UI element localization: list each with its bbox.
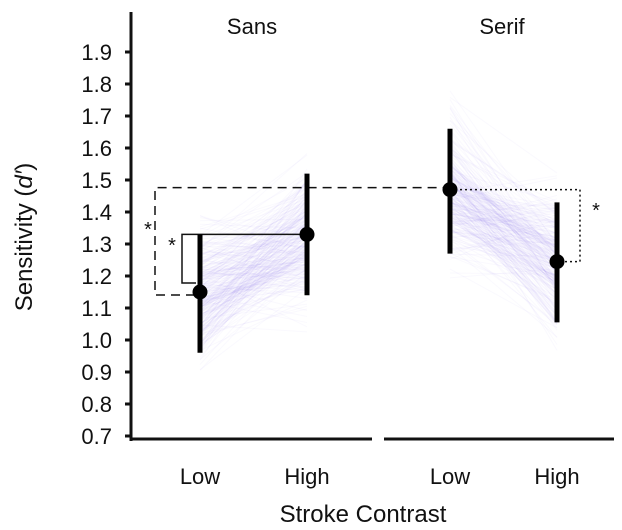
x-tick-label: High — [284, 464, 329, 489]
y-tick-label: 1.7 — [81, 104, 112, 129]
bracket-sans-low-vs-serif-low — [154, 186, 450, 296]
mean-point-serif-high — [549, 254, 565, 270]
mean-point-serif-low — [442, 182, 458, 198]
x-tick-label: High — [534, 464, 579, 489]
y-tick-label: 1.3 — [81, 232, 112, 257]
x-tick-label: Low — [430, 464, 470, 489]
posterior-band-serif — [450, 91, 557, 350]
y-axis-label-prefix: Sensitivity ( — [11, 189, 38, 312]
significance-star: * — [592, 200, 600, 222]
y-axis-label: Sensitivity (d′) — [11, 163, 38, 312]
chart-labels: Stroke Contrast Sensitivity (d′) Sans Low… — [11, 14, 580, 528]
panel-title-sans: Sans — [227, 14, 277, 39]
mean-point-sans-low — [192, 284, 208, 300]
mean-point-sans-high — [299, 226, 315, 242]
y-tick-label: 1.8 — [81, 72, 112, 97]
y-tick-label: 1.0 — [81, 328, 112, 353]
bracket-sans-low-vs-high — [181, 233, 307, 284]
y-tick-label: 0.8 — [81, 392, 112, 417]
y-tick-label: 1.5 — [81, 168, 112, 193]
y-axis-label-symbol: d′ — [11, 169, 38, 188]
x-axis-label: Stroke Contrast — [280, 501, 447, 528]
y-axis-label-suffix: ) — [11, 163, 38, 171]
y-tick-label: 1.9 — [81, 40, 112, 65]
y-tick-label: 0.7 — [81, 424, 112, 449]
x-tick-label: Low — [180, 464, 220, 489]
bracket-serif-low-vs-high — [450, 188, 581, 263]
y-axis-ticks: 0.7 0.8 0.9 1.0 1.1 1.2 1.3 1.4 1.5 1.6 1.7 1.8 1.9 — [81, 40, 131, 449]
posterior-bands — [200, 91, 557, 370]
significance-star: * — [144, 219, 152, 241]
posterior-band-sans — [200, 154, 307, 371]
y-tick-label: 1.2 — [81, 264, 112, 289]
significance-star: * — [168, 235, 176, 257]
panel-title-serif: Serif — [479, 14, 525, 39]
y-tick-label: 1.4 — [81, 200, 112, 225]
data-marks — [192, 128, 565, 353]
y-tick-label: 1.1 — [81, 296, 112, 321]
y-tick-label: 1.6 — [81, 136, 112, 161]
y-tick-label: 0.9 — [81, 360, 112, 385]
significance-annotations: * * * — [144, 186, 600, 296]
